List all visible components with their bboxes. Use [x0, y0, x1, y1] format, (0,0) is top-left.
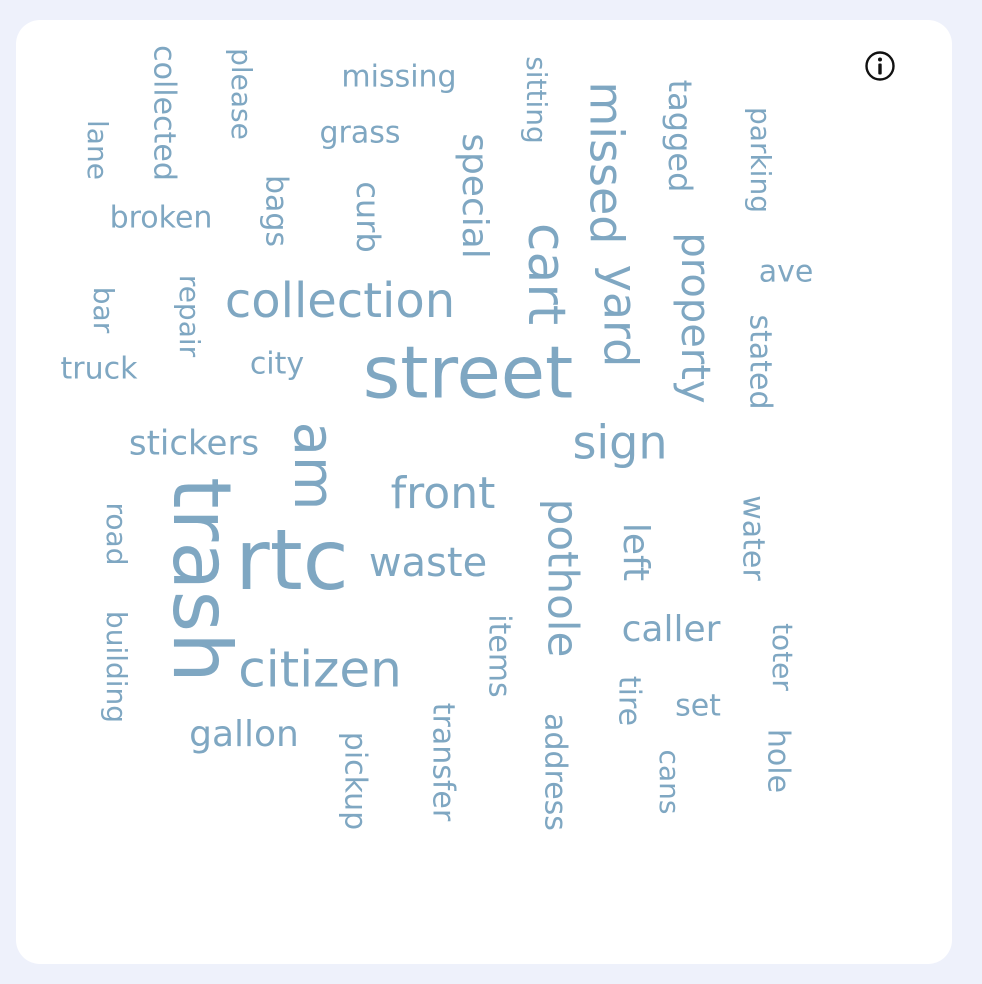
word-stated[interactable]: stated [743, 314, 778, 409]
word-bags[interactable]: bags [259, 175, 294, 247]
word-items[interactable]: items [482, 614, 517, 697]
word-waste[interactable]: waste [369, 540, 487, 586]
word-yard[interactable]: yard [594, 265, 648, 368]
word-tagged[interactable]: tagged [661, 80, 699, 193]
word-toter[interactable]: toter [766, 623, 799, 691]
word-grass[interactable]: grass [319, 116, 400, 151]
word-water[interactable]: water [736, 495, 771, 581]
word-broken[interactable]: broken [110, 201, 213, 236]
word-cart[interactable]: cart [516, 223, 576, 325]
word-cloud-card [16, 20, 952, 964]
word-collection[interactable]: collection [225, 273, 455, 329]
word-lane[interactable]: lane [81, 120, 114, 180]
word-missed[interactable]: missed [580, 81, 634, 244]
word-road[interactable]: road [100, 503, 133, 566]
word-front[interactable]: front [391, 468, 496, 519]
word-truck[interactable]: truck [61, 352, 139, 387]
word-bar[interactable]: bar [87, 287, 120, 334]
word-rtc[interactable]: rtc [235, 511, 349, 609]
word-pickup[interactable]: pickup [338, 732, 373, 830]
word-transfer[interactable]: transfer [426, 703, 461, 822]
word-city[interactable]: city [250, 347, 304, 382]
word-trash[interactable]: trash [155, 477, 248, 683]
word-street[interactable]: street [363, 331, 574, 415]
word-address[interactable]: address [538, 713, 573, 831]
word-hole[interactable]: hole [761, 729, 796, 793]
word-stickers[interactable]: stickers [129, 424, 259, 464]
word-pothole[interactable]: pothole [539, 499, 588, 658]
word-please[interactable]: please [225, 48, 258, 140]
word-curb[interactable]: curb [349, 181, 387, 252]
word-gallon[interactable]: gallon [189, 714, 299, 755]
word-sign[interactable]: sign [572, 416, 667, 470]
info-icon[interactable] [864, 50, 896, 82]
word-left[interactable]: left [615, 523, 656, 581]
word-repair[interactable]: repair [173, 275, 206, 358]
word-missing[interactable]: missing [341, 60, 456, 95]
word-special[interactable]: special [454, 133, 495, 259]
word-set[interactable]: set [675, 689, 721, 724]
word-building[interactable]: building [100, 611, 133, 723]
word-caller[interactable]: caller [622, 609, 721, 650]
word-am[interactable]: am [281, 422, 346, 511]
word-property[interactable]: property [672, 232, 718, 403]
word-collected[interactable]: collected [147, 45, 182, 181]
word-cans[interactable]: cans [653, 750, 686, 815]
word-parking[interactable]: parking [744, 107, 777, 213]
word-ave[interactable]: ave [759, 255, 814, 290]
word-sitting[interactable]: sitting [520, 56, 553, 144]
word-tire[interactable]: tire [612, 676, 647, 726]
word-citizen[interactable]: citizen [238, 641, 402, 699]
